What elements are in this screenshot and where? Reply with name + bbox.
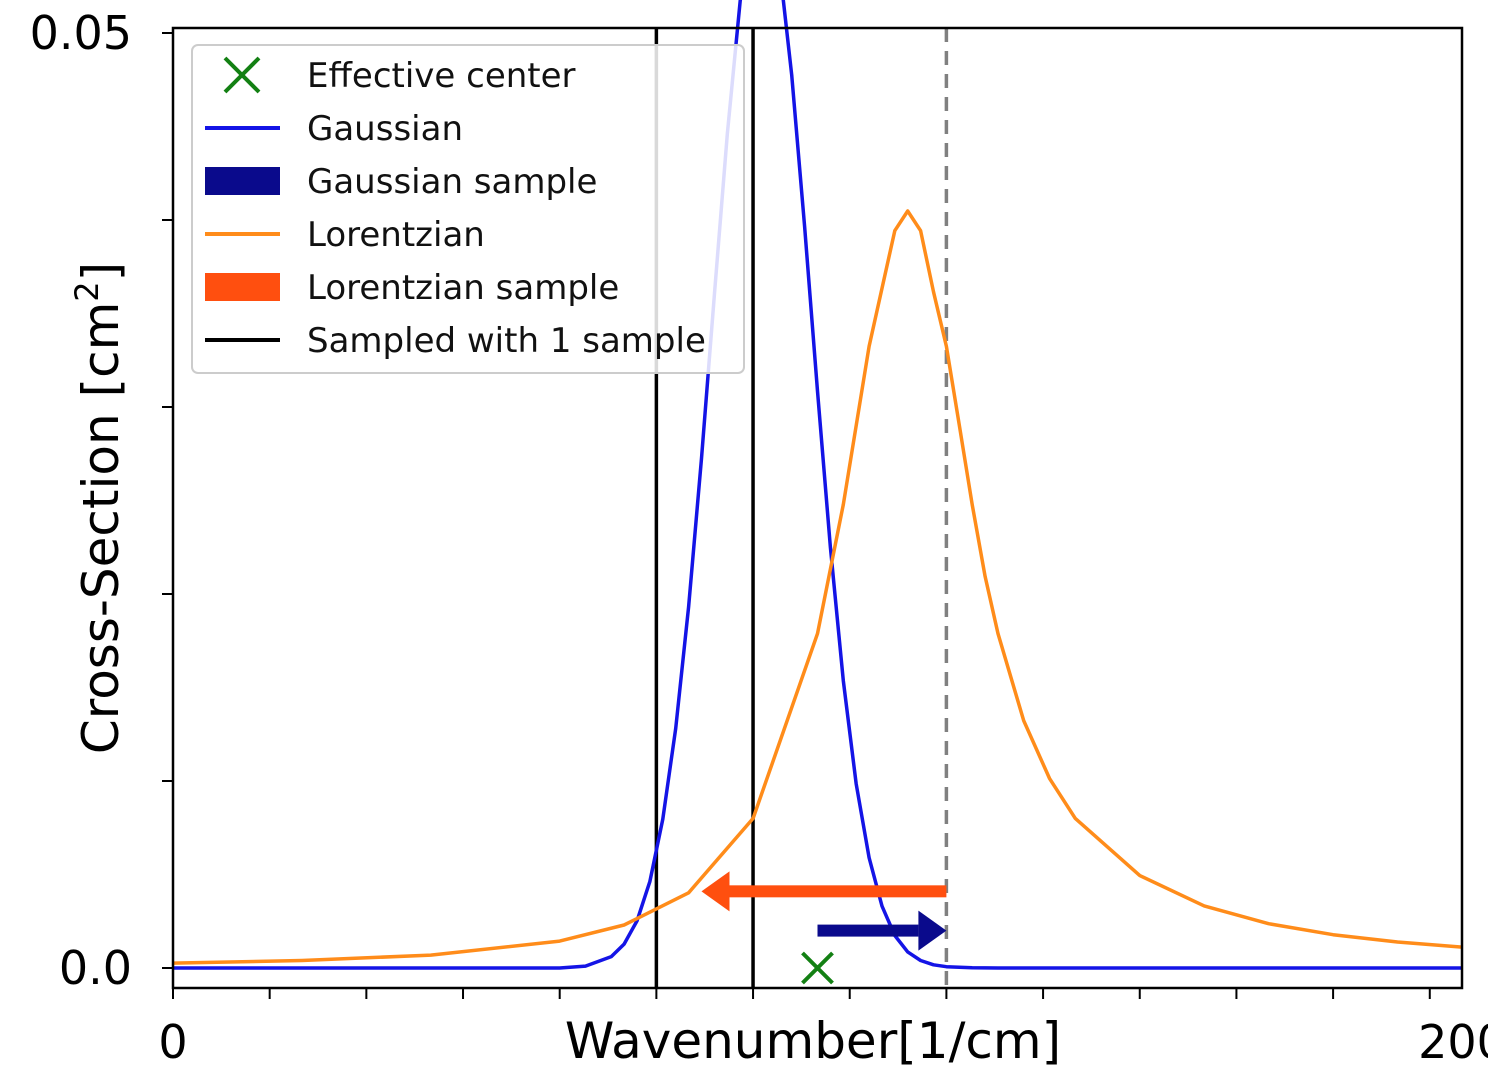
- legend-swatch: [205, 273, 280, 301]
- legend-frame: [191, 44, 745, 374]
- legend-item-effective-center: Effective center: [223, 56, 576, 96]
- arrow-lorentzian-sample: [701, 871, 947, 912]
- series-layer: [172, 0, 1463, 988]
- legend-swatch: [205, 167, 280, 195]
- legend-item-gaussian-sample: Gaussian sample: [205, 162, 597, 202]
- series-line-lorentzian: [172, 209, 1463, 965]
- arrow-head: [701, 871, 730, 912]
- y-axis-label-sup: 2: [68, 281, 106, 301]
- legend-item-sampled-with-1-sample: Sampled with 1 sample: [205, 321, 706, 361]
- legend-label: Gaussian: [307, 109, 463, 149]
- legend-label: Sampled with 1 sample: [307, 321, 706, 361]
- plot-frame: [171, 26, 1464, 990]
- y-tick-label-0: 0.0: [59, 941, 132, 995]
- legend-label: Gaussian sample: [307, 162, 597, 202]
- arrow-head: [918, 910, 947, 951]
- x-axis-label: Wavenumber[1/cm]: [565, 1012, 1061, 1070]
- legend-label: Effective center: [307, 56, 576, 96]
- y-axis-label: Cross-Section [cm2]: [68, 262, 130, 754]
- x-tick-label-0: 0: [158, 1015, 187, 1069]
- y-axis-label-close: ]: [72, 262, 130, 282]
- legend-item-gaussian: Gaussian: [205, 109, 463, 149]
- marker-stroke-2: [801, 951, 834, 985]
- legend-swatch: [223, 56, 261, 94]
- arrow-shaft: [729, 885, 947, 898]
- x-tick-label-1: 200: [1418, 1015, 1488, 1069]
- legend-label: Lorentzian sample: [307, 268, 619, 308]
- legend: Effective center Gaussian Gaussian sample L…: [191, 44, 745, 374]
- axes-layer: [171, 26, 1464, 990]
- y-tick-label-1: 0.05: [30, 6, 132, 60]
- arrow-shaft: [817, 924, 919, 937]
- legend-item-lorentzian-sample: Lorentzian sample: [205, 268, 619, 308]
- arrow-gaussian-sample: [817, 910, 947, 951]
- legend-label: Lorentzian: [307, 215, 485, 255]
- marker-effective-center: [801, 951, 834, 985]
- y-axis-label-main: Cross-Section [cm: [72, 302, 130, 754]
- ticks-layer: [162, 32, 1431, 999]
- legend-item-lorentzian: Lorentzian: [205, 215, 485, 255]
- tick-labels-layer: 0 200 0.0 0.05: [30, 6, 1488, 1069]
- series-line-gaussian: [173, 0, 1462, 970]
